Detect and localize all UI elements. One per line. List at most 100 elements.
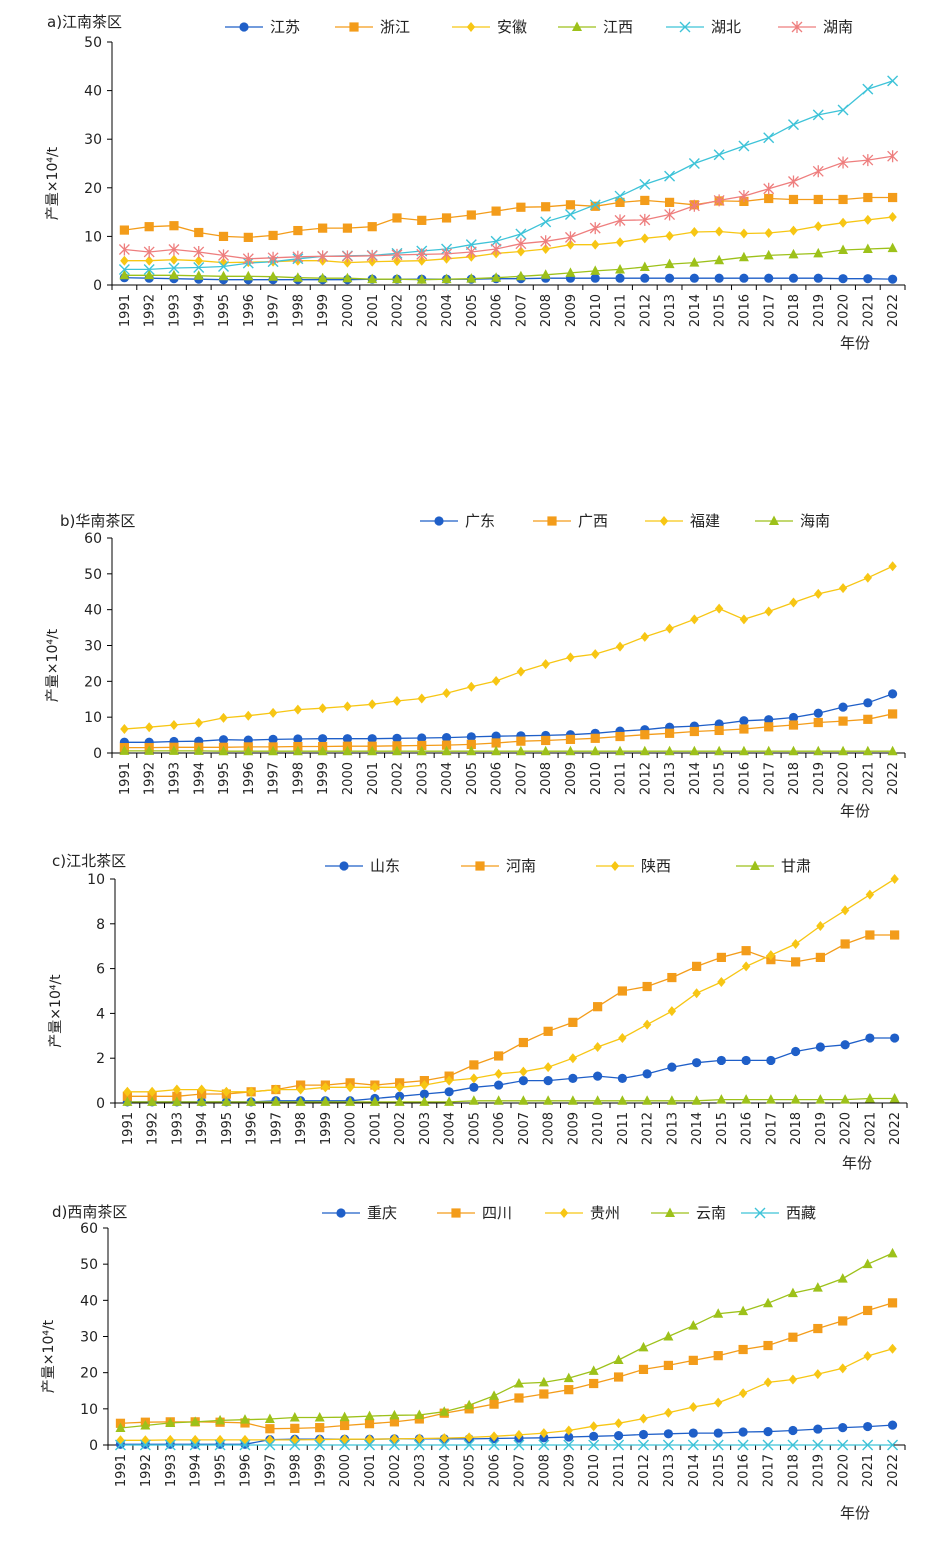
x-tick-label: 2003	[418, 1112, 433, 1145]
x-tick-label: 2006	[488, 1454, 503, 1487]
data-point	[642, 1095, 652, 1105]
data-point	[714, 1428, 723, 1437]
series-山东	[123, 1033, 899, 1106]
data-point	[640, 730, 649, 739]
series-line	[121, 1349, 893, 1441]
data-point	[616, 237, 624, 247]
y-tick-label: 20	[84, 674, 102, 690]
legend-item: 四川	[437, 1204, 512, 1222]
series-line	[124, 694, 892, 742]
data-point	[417, 216, 426, 225]
series-河南	[123, 930, 899, 1100]
data-point	[517, 667, 525, 677]
x-tick-label: 2006	[490, 762, 505, 795]
data-point	[663, 1331, 673, 1341]
x-tick-label: 1994	[195, 1112, 210, 1145]
data-point	[494, 1095, 504, 1105]
data-point	[789, 598, 797, 608]
series-江苏	[120, 273, 897, 284]
data-point	[692, 962, 701, 971]
data-point	[368, 222, 377, 231]
data-point	[593, 1095, 603, 1105]
y-tick-label: 0	[96, 1096, 105, 1112]
data-point	[715, 274, 724, 283]
x-tick-label: 2014	[687, 1454, 702, 1487]
x-tick-label: 2013	[665, 1112, 680, 1145]
series-四川	[116, 1298, 897, 1433]
y-tick-label: 50	[84, 35, 102, 51]
data-point	[516, 229, 526, 239]
data-point	[788, 1426, 797, 1435]
data-point	[863, 1422, 872, 1431]
data-point	[665, 171, 675, 181]
data-point	[888, 193, 897, 202]
data-point	[541, 746, 551, 756]
data-point	[667, 1063, 676, 1072]
series-云南	[115, 1248, 897, 1432]
data-point	[838, 1316, 847, 1325]
legend-label: 江西	[603, 18, 633, 36]
x-tick-label: 1992	[146, 1112, 161, 1145]
data-point	[393, 696, 401, 706]
data-point	[639, 1365, 648, 1374]
x-tick-label: 2001	[363, 1454, 378, 1487]
data-point	[863, 1306, 872, 1315]
legend-label: 重庆	[367, 1204, 397, 1222]
data-point	[742, 961, 750, 971]
data-point	[715, 227, 723, 237]
data-point	[643, 1020, 651, 1030]
data-point	[791, 1094, 801, 1104]
data-point	[318, 734, 327, 743]
x-tick-label: 1994	[192, 294, 207, 327]
data-point	[519, 1076, 528, 1085]
legend-item: 西藏	[741, 1204, 816, 1222]
x-tick-label: 2007	[514, 762, 529, 795]
data-point	[591, 240, 599, 250]
x-tick-label: 2017	[762, 762, 777, 795]
legend-item: 陕西	[596, 857, 671, 875]
data-point	[615, 732, 624, 741]
data-point	[763, 1427, 772, 1436]
x-tick-label: 2013	[663, 294, 678, 327]
series-陕西	[123, 874, 899, 1097]
x-tick-label: 2001	[368, 1112, 383, 1145]
data-point	[690, 227, 698, 237]
data-point	[564, 1385, 573, 1394]
legend-item: 云南	[651, 1204, 726, 1222]
x-tick-label: 1998	[291, 762, 306, 795]
data-point	[614, 1372, 623, 1381]
data-point	[739, 724, 748, 733]
data-point	[714, 1398, 722, 1408]
data-point	[589, 1432, 598, 1441]
data-point	[690, 614, 698, 624]
data-point	[392, 213, 401, 222]
data-point	[739, 141, 749, 151]
data-point	[888, 275, 897, 284]
x-tick-label: 2016	[737, 294, 752, 327]
legend-label: 山东	[370, 857, 400, 875]
legend-item: 安徽	[452, 18, 527, 36]
data-point	[568, 1074, 577, 1083]
data-point	[419, 1096, 429, 1106]
data-point	[664, 1361, 673, 1370]
data-point	[589, 1421, 597, 1431]
data-point	[467, 22, 475, 32]
x-axis-label: 年份	[840, 802, 870, 820]
data-point	[789, 195, 798, 204]
x-tick-label: 1999	[316, 762, 331, 795]
data-point	[541, 217, 551, 227]
data-point	[866, 890, 874, 900]
x-tick-label: 2017	[762, 1454, 777, 1487]
data-point	[418, 694, 426, 704]
data-point	[618, 986, 627, 995]
data-point	[195, 718, 203, 728]
data-point	[813, 110, 823, 120]
legend-label: 贵州	[590, 1204, 620, 1222]
series-line	[121, 1253, 893, 1428]
data-point	[665, 198, 674, 207]
x-tick-label: 2015	[712, 1454, 727, 1487]
data-point	[516, 746, 526, 756]
x-tick-label: 1991	[118, 762, 133, 795]
